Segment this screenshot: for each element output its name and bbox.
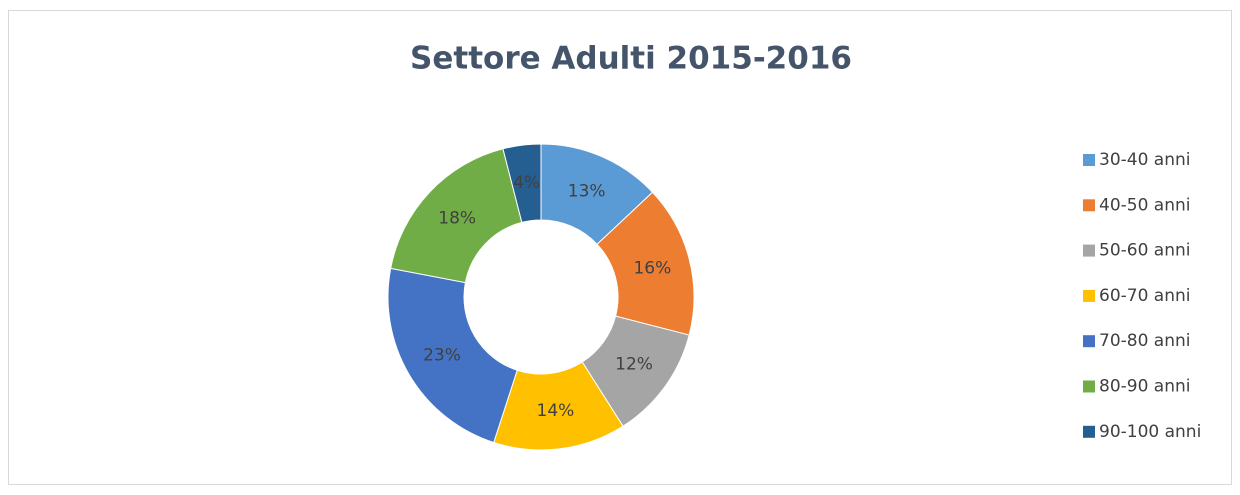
legend-label: 30-40 anni (1099, 150, 1191, 170)
data-label: 16% (633, 258, 671, 278)
chart-title: Settore Adulti 2015-2016 (410, 41, 852, 77)
legend-swatch (1083, 154, 1095, 166)
legend-swatch (1083, 289, 1095, 302)
legend-label: 50-60 anni (1099, 241, 1191, 261)
legend-swatch (1083, 199, 1095, 212)
slice (387, 267, 518, 444)
data-label: 13% (568, 181, 606, 201)
legend-label: 90-100 anni (1099, 422, 1201, 442)
data-label: 12% (615, 355, 653, 375)
data-label: 4% (513, 173, 540, 193)
slice (502, 143, 542, 224)
legend-swatch (1083, 244, 1095, 257)
legend-label: 70-80 anni (1099, 331, 1191, 351)
slice (390, 148, 523, 284)
legend-label: 60-70 anni (1099, 286, 1191, 306)
legend-label: 40-50 anni (1099, 195, 1191, 215)
legend-label: 80-90 anni (1099, 377, 1191, 397)
data-label: 23% (423, 346, 461, 366)
legend-swatch (1083, 425, 1095, 438)
legend-swatch (1083, 335, 1095, 348)
data-label: 14% (537, 401, 575, 421)
data-label: 18% (438, 208, 476, 228)
legend-swatch (1083, 380, 1095, 393)
